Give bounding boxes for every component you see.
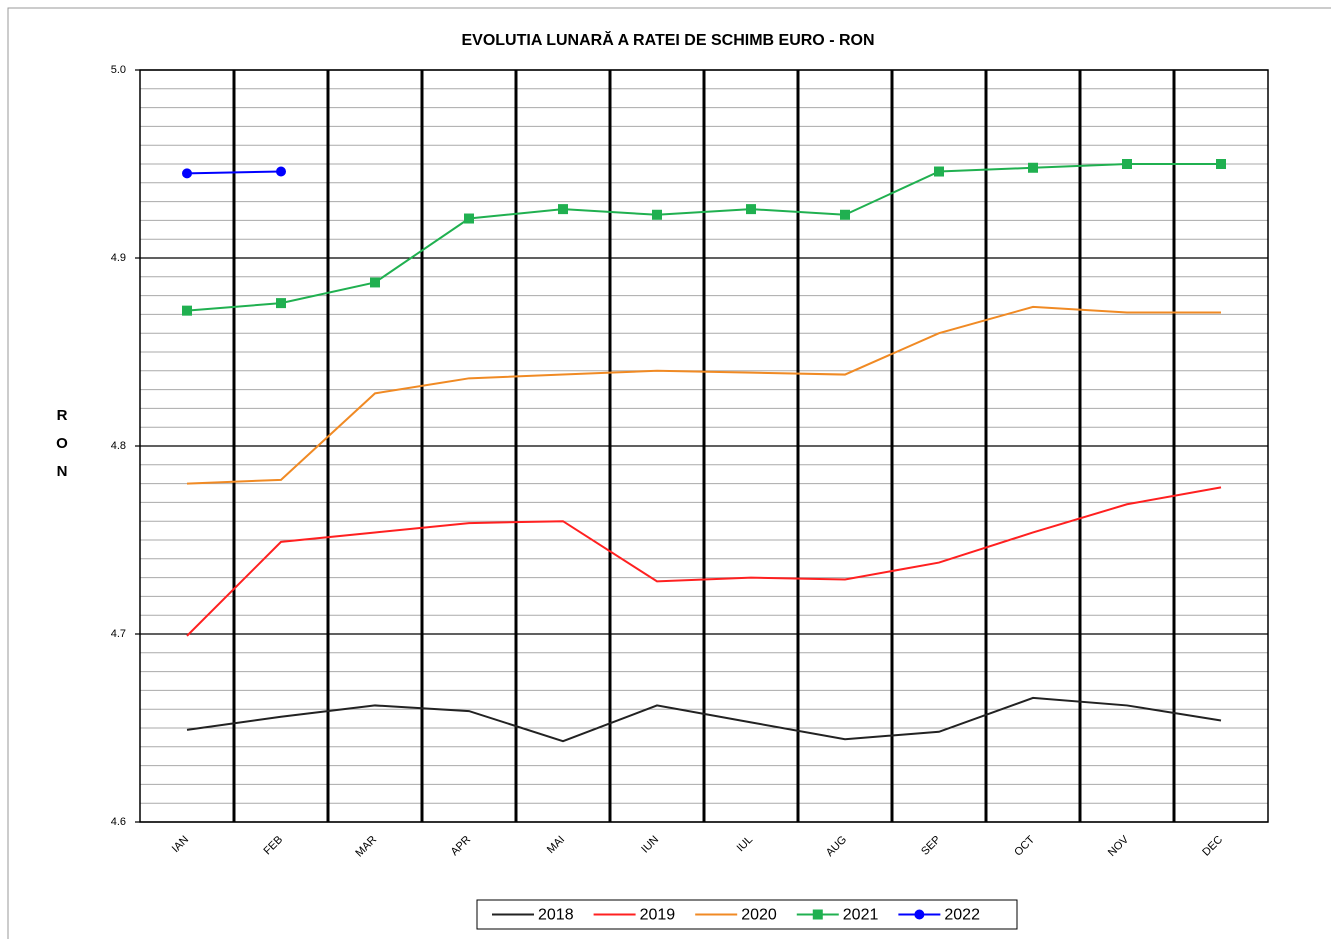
x-tick-label: MAR bbox=[353, 834, 379, 860]
marker bbox=[558, 204, 568, 215]
legend-label: 2019 bbox=[640, 907, 676, 924]
y-axis-label: RON bbox=[56, 407, 68, 480]
legend: 2018 2019 2020 2021 2022 bbox=[476, 899, 1018, 930]
marker bbox=[464, 213, 474, 224]
marker bbox=[746, 204, 756, 215]
y-tick-label: 5.0 bbox=[111, 64, 126, 76]
series-line bbox=[186, 696, 1222, 743]
marker bbox=[276, 166, 286, 177]
y-tick-label: 4.9 bbox=[111, 252, 126, 264]
x-tick-label: FEB bbox=[262, 834, 286, 858]
marker bbox=[840, 209, 850, 220]
chart-title: EVOLUTIA LUNARĂ A RATEI DE SCHIMB EURO -… bbox=[461, 30, 874, 49]
series-line bbox=[186, 170, 282, 175]
y-tick-label: 4.8 bbox=[111, 440, 126, 452]
legend-label: 2018 bbox=[538, 907, 574, 924]
legend-label: 2020 bbox=[741, 907, 777, 924]
x-tick-label: NOV bbox=[1106, 833, 1132, 859]
x-tick-label: OCT bbox=[1012, 834, 1037, 859]
plot-border bbox=[139, 69, 1269, 823]
frame bbox=[7, 7, 1331, 939]
x-tick-label: IUN bbox=[639, 834, 661, 856]
x-tick-label: IAN bbox=[170, 834, 191, 855]
marker bbox=[276, 298, 286, 309]
marker bbox=[934, 166, 944, 177]
x-tick-label: DEC bbox=[1200, 834, 1225, 859]
marker bbox=[1216, 159, 1226, 169]
series-line bbox=[186, 305, 1221, 485]
series-line bbox=[186, 163, 1221, 312]
x-tick-label: APR bbox=[449, 834, 474, 859]
marker bbox=[652, 209, 662, 220]
marker bbox=[370, 277, 380, 288]
y-tick-label: 4.6 bbox=[111, 816, 126, 828]
marker bbox=[1028, 162, 1038, 173]
x-tick-label: SEP bbox=[919, 834, 943, 858]
x-tick-label: MAI bbox=[545, 834, 567, 856]
marker bbox=[1122, 159, 1132, 169]
legend-label: 2022 bbox=[944, 907, 980, 924]
legend-marker bbox=[914, 909, 925, 920]
series-line bbox=[186, 486, 1222, 637]
marker bbox=[182, 168, 192, 179]
x-tick-label: IUL bbox=[735, 834, 756, 855]
legend-marker bbox=[812, 909, 823, 920]
x-tick-label: AUG bbox=[824, 834, 849, 859]
y-tick-label: 4.7 bbox=[111, 628, 126, 640]
legend-label: 2021 bbox=[843, 907, 879, 924]
marker bbox=[182, 305, 192, 316]
